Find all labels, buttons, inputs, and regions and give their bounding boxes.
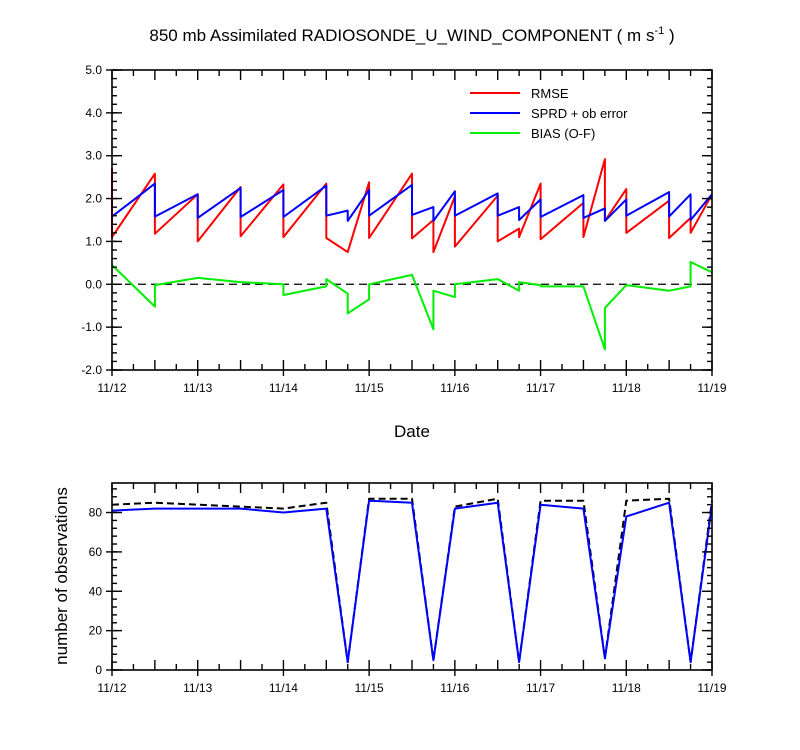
y-tick-label: 20 xyxy=(89,624,103,638)
legend: RMSE SPRD + ob error BIAS (O-F) xyxy=(470,86,628,141)
y-tick-label: 3.0 xyxy=(85,149,102,163)
chart-title: 850 mb Assimilated RADIOSONDE_U_WIND_COM… xyxy=(149,25,674,45)
top-chart-panel: 11/12 11/13 11/14 11/15 11/16 11/17 11/18 11/19… xyxy=(81,63,727,441)
series-line-bias-o-f xyxy=(111,261,713,351)
x-tick-label: 11/17 xyxy=(526,381,555,395)
chart-title-main: 850 mb Assimilated RADIOSONDE_U_WIND_COM… xyxy=(149,26,654,45)
x-axis-title: Date xyxy=(394,422,430,441)
y-axis-title-bottom: number of observations xyxy=(52,487,71,665)
x-tick-label: 11/12 xyxy=(97,381,126,395)
chart-title-end: ) xyxy=(664,26,674,45)
y-tick-label: -1.0 xyxy=(81,320,102,334)
top-plot-frame xyxy=(111,69,713,371)
top-ticks-layer: 11/12 11/13 11/14 11/15 11/16 11/17 11/18 11/19… xyxy=(81,63,727,395)
series-line-sprd-ob-error xyxy=(111,182,713,222)
y-tick-label: 80 xyxy=(89,506,103,520)
y-tick-label: 0.0 xyxy=(85,277,102,291)
x-tick-label: 11/15 xyxy=(355,381,384,395)
x-tick-label: 11/18 xyxy=(612,681,641,695)
y-tick-label: 2.0 xyxy=(85,192,102,206)
y-tick-label: 1.0 xyxy=(85,234,102,248)
x-tick-label: 11/12 xyxy=(97,681,126,695)
y-tick-label: -2.0 xyxy=(81,363,102,377)
x-tick-label: 11/14 xyxy=(269,681,298,695)
x-tick-label: 11/17 xyxy=(526,681,555,695)
x-tick-label: 11/14 xyxy=(269,381,298,395)
top-series-layer xyxy=(111,158,713,351)
x-tick-label: 11/19 xyxy=(697,681,726,695)
y-tick-label: 4.0 xyxy=(85,106,102,120)
bottom-ticks-layer: 11/12 11/13 11/14 11/15 11/16 11/17 11/18 11/19… xyxy=(89,483,727,695)
y-tick-label: 5.0 xyxy=(85,63,102,77)
bottom-plot-frame xyxy=(111,482,713,671)
x-tick-label: 11/16 xyxy=(440,381,469,395)
series-line-possible-observations xyxy=(111,497,713,664)
x-tick-label: 11/13 xyxy=(183,381,212,395)
x-tick-label: 11/16 xyxy=(440,681,469,695)
y-tick-label: 0 xyxy=(95,663,102,677)
bottom-chart-panel: 11/12 11/13 11/14 11/15 11/16 11/17 11/18 11/19… xyxy=(52,482,727,695)
legend-label: RMSE xyxy=(531,86,569,101)
x-tick-label: 11/15 xyxy=(355,681,384,695)
chart-title-superscript: -1 xyxy=(654,25,664,37)
x-tick-label: 11/19 xyxy=(697,381,726,395)
x-tick-label: 11/13 xyxy=(183,681,212,695)
legend-label: SPRD + ob error xyxy=(531,106,628,121)
y-tick-label: 40 xyxy=(89,584,103,598)
x-tick-label: 11/18 xyxy=(612,381,641,395)
series-line-assimilated-observations xyxy=(111,499,713,664)
y-tick-label: 60 xyxy=(89,545,103,559)
legend-label: BIAS (O-F) xyxy=(531,126,595,141)
bottom-series-layer xyxy=(111,497,713,664)
